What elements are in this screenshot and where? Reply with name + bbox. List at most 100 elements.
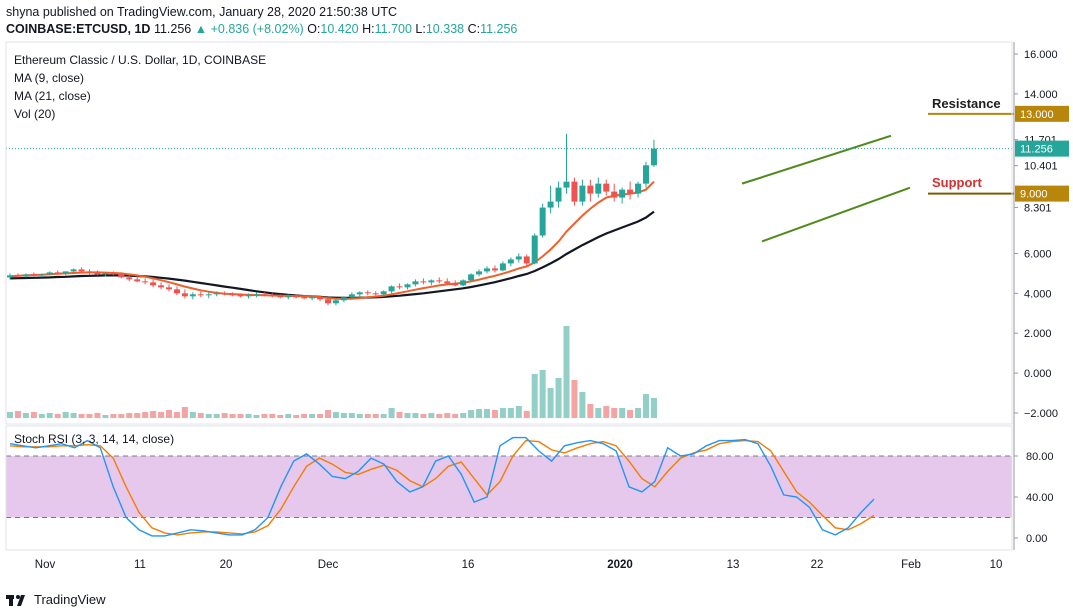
candle-body — [531, 235, 538, 264]
candle-body — [627, 189, 634, 194]
candle-body — [22, 274, 29, 277]
candle-body — [555, 187, 562, 202]
volume-bar — [404, 413, 411, 418]
symbol-ohlc-line: COINBASE:ETCUSD, 1D 11.256 ▲ +0.836 (+8.… — [6, 22, 517, 36]
price-tick-label: 0.000 — [1024, 368, 1052, 380]
volume-bar — [150, 411, 157, 418]
volume-bar — [253, 415, 260, 418]
volume-bar — [142, 412, 149, 418]
volume-bar — [507, 408, 514, 418]
candle-body — [476, 271, 483, 275]
volume-bar — [627, 410, 634, 418]
symbol[interactable]: COINBASE:ETCUSD, 1D — [6, 22, 151, 36]
price-chart[interactable]: 16.00014.00013.00011.70111.25610.4019.00… — [0, 40, 1073, 580]
candle-body — [269, 295, 276, 297]
candle-body — [428, 280, 435, 283]
volume-bar — [531, 374, 538, 418]
volume-bar — [571, 380, 578, 418]
volume-bar — [372, 414, 379, 418]
rsi-tick-label: 40.00 — [1026, 492, 1054, 504]
candle-body — [587, 185, 594, 194]
ohlc-low-label: L: — [415, 22, 426, 36]
candle-body — [293, 296, 300, 298]
tradingview-logo-icon — [6, 594, 25, 606]
candle-body — [166, 287, 172, 290]
candle-body — [523, 256, 530, 264]
volume-bar — [452, 414, 459, 418]
volume-bar — [261, 414, 268, 418]
candle-body — [332, 300, 339, 304]
candle-body — [189, 294, 196, 297]
legend-ma9: MA (9, close) — [14, 71, 84, 85]
ohlc-open-label: O: — [307, 22, 321, 36]
candle-body — [102, 273, 109, 275]
stoch-rsi-panel[interactable] — [6, 436, 1012, 537]
candle-body — [595, 183, 602, 194]
candle-body — [205, 294, 212, 296]
volume-bar — [515, 406, 522, 418]
volume-bar — [428, 413, 435, 418]
current-price-tag — [1015, 140, 1069, 157]
volume-bar — [332, 412, 339, 418]
resistance-label: Resistance — [932, 96, 1001, 111]
stoch-d-line — [9, 439, 875, 536]
volume-bar — [277, 415, 284, 418]
time-tick-label: Feb — [901, 559, 921, 571]
lower-trendline — [761, 186, 911, 243]
stoch-k-line — [9, 436, 875, 537]
volume-bar — [22, 413, 29, 418]
volume-bar — [46, 413, 53, 418]
candle-body — [491, 268, 498, 271]
time-tick-label: 13 — [727, 559, 740, 571]
volume-bar — [7, 412, 13, 418]
volume-bar — [650, 398, 657, 418]
volume-bar — [189, 412, 196, 418]
volume-bar — [110, 414, 117, 418]
candle-body — [499, 263, 506, 271]
price-tag — [1015, 105, 1069, 122]
price-tick-label: 6.000 — [1024, 248, 1052, 260]
price-tick-label: 2.000 — [1024, 328, 1052, 340]
price-tag-text: 13.000 — [1020, 109, 1054, 121]
footer-brand[interactable]: TradingView — [34, 592, 106, 607]
volume-bar — [611, 408, 618, 418]
candle-body — [325, 299, 331, 304]
candle-body — [173, 289, 180, 294]
ohlc-close-label: C: — [467, 22, 481, 36]
volume-bar — [237, 414, 244, 418]
volume-bar — [62, 412, 69, 418]
volume-bar — [595, 408, 602, 418]
volume-bar — [523, 411, 530, 418]
candle-body — [340, 297, 347, 301]
candle-body — [30, 274, 37, 276]
candle-body — [515, 256, 522, 260]
volume-bar — [643, 394, 649, 418]
ohlc-low: 10.338 — [425, 22, 465, 36]
ma21-line — [9, 210, 655, 299]
volume-bar — [269, 414, 276, 418]
candle-body — [650, 148, 657, 166]
volume-bar — [539, 370, 546, 418]
candle-body — [181, 293, 188, 297]
volume-bar — [436, 414, 443, 418]
candle-body — [38, 274, 45, 276]
candle-body — [142, 281, 149, 283]
candle-body — [436, 280, 443, 282]
footer: TradingView — [6, 592, 106, 607]
rsi-band — [6, 456, 1012, 518]
candle-body — [603, 183, 610, 192]
candle-body — [484, 268, 490, 272]
volume-bar — [301, 414, 308, 418]
candle-body — [364, 292, 371, 294]
rsi-tick-label: 80.00 — [1026, 451, 1054, 463]
candle-body — [229, 294, 236, 296]
volume-bar — [396, 412, 403, 418]
legend-title: Ethereum Classic / U.S. Dollar, 1D, COIN… — [14, 53, 266, 67]
volume-bar — [587, 404, 594, 418]
volume-bar — [380, 414, 387, 418]
price-tick-label: 14.000 — [1024, 89, 1058, 101]
main-panel[interactable] — [6, 112, 1014, 418]
volume-bar — [555, 378, 562, 418]
volume-bar — [364, 414, 371, 418]
volume-bar — [197, 413, 204, 418]
